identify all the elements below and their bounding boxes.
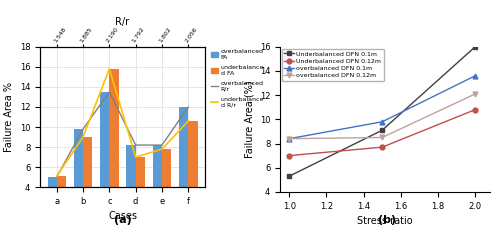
Bar bbox=[136, 157, 145, 227]
Legend: Underbalanced DFN 0.1m, Underbalanced DFN 0.12m, overbalanced DFN 0.1m, overbala: Underbalanced DFN 0.1m, Underbalanced DF… bbox=[282, 49, 384, 81]
underbalance
d R/r bbox=[80, 136, 86, 139]
Bar bbox=[110, 69, 118, 227]
X-axis label: Stress ratio: Stress ratio bbox=[357, 216, 413, 226]
overbalanced
R/r bbox=[80, 128, 86, 130]
Underbalanced DFN 0.1m bbox=[379, 129, 385, 132]
Bar bbox=[188, 121, 198, 227]
Y-axis label: Failure Area %: Failure Area % bbox=[4, 82, 14, 152]
overbalanced
R/r bbox=[54, 176, 60, 179]
underbalance
d R/r bbox=[186, 120, 192, 122]
Bar bbox=[100, 92, 110, 227]
Line: Underbalanced DFN 0.12m: Underbalanced DFN 0.12m bbox=[287, 107, 478, 158]
Line: underbalance
d R/r: underbalance d R/r bbox=[56, 69, 188, 176]
Underbalanced DFN 0.1m bbox=[286, 175, 292, 178]
Bar bbox=[83, 137, 92, 227]
Underbalanced DFN 0.1m bbox=[472, 45, 478, 48]
overbalanced
R/r bbox=[159, 144, 165, 146]
Bar bbox=[162, 149, 171, 227]
Underbalanced DFN 0.12m bbox=[379, 146, 385, 149]
Bar bbox=[74, 129, 83, 227]
Text: (b): (b) bbox=[378, 215, 396, 225]
underbalance
d R/r bbox=[54, 175, 60, 178]
overbalanced DFN 0.12m bbox=[472, 93, 478, 95]
overbalanced DFN 0.1m bbox=[472, 74, 478, 77]
overbalanced DFN 0.12m bbox=[286, 137, 292, 140]
overbalanced DFN 0.1m bbox=[286, 137, 292, 140]
overbalanced DFN 0.1m bbox=[379, 120, 385, 123]
Y-axis label: Failure Area (%): Failure Area (%) bbox=[244, 80, 254, 158]
Bar bbox=[48, 177, 56, 227]
X-axis label: Cases: Cases bbox=[108, 212, 137, 221]
underbalance
d R/r bbox=[132, 156, 138, 158]
overbalanced
R/r bbox=[132, 144, 138, 146]
underbalance
d R/r bbox=[106, 67, 112, 70]
Legend: overbalanced
FA, underbalance
d FA, overbalanced
R/r, underbalance
d R/r: overbalanced FA, underbalance d FA, over… bbox=[208, 47, 266, 110]
Bar bbox=[179, 107, 188, 227]
overbalanced
R/r bbox=[186, 106, 192, 108]
Underbalanced DFN 0.12m bbox=[286, 154, 292, 157]
Underbalanced DFN 0.12m bbox=[472, 108, 478, 111]
X-axis label: R/r: R/r bbox=[116, 17, 130, 27]
Text: (a): (a) bbox=[114, 215, 132, 225]
Bar bbox=[56, 176, 66, 227]
underbalance
d R/r bbox=[159, 148, 165, 150]
overbalanced DFN 0.12m bbox=[379, 136, 385, 139]
overbalanced
R/r bbox=[106, 91, 112, 93]
Line: overbalanced DFN 0.1m: overbalanced DFN 0.1m bbox=[287, 73, 478, 141]
Bar bbox=[153, 145, 162, 227]
Line: overbalanced DFN 0.12m: overbalanced DFN 0.12m bbox=[287, 91, 478, 141]
Bar bbox=[126, 145, 136, 227]
Line: overbalanced
R/r: overbalanced R/r bbox=[56, 92, 188, 177]
Line: Underbalanced DFN 0.1m: Underbalanced DFN 0.1m bbox=[287, 44, 478, 179]
